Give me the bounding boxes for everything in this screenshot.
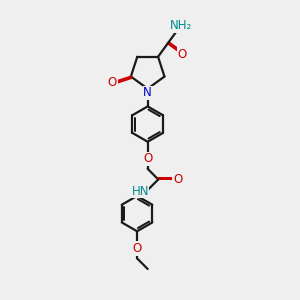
Text: O: O — [178, 48, 187, 61]
Text: O: O — [132, 242, 142, 255]
Text: O: O — [143, 152, 152, 165]
Text: N: N — [143, 86, 152, 100]
Text: O: O — [108, 76, 117, 89]
Text: HN: HN — [131, 185, 149, 198]
Text: O: O — [173, 173, 182, 186]
Text: NH₂: NH₂ — [169, 19, 192, 32]
